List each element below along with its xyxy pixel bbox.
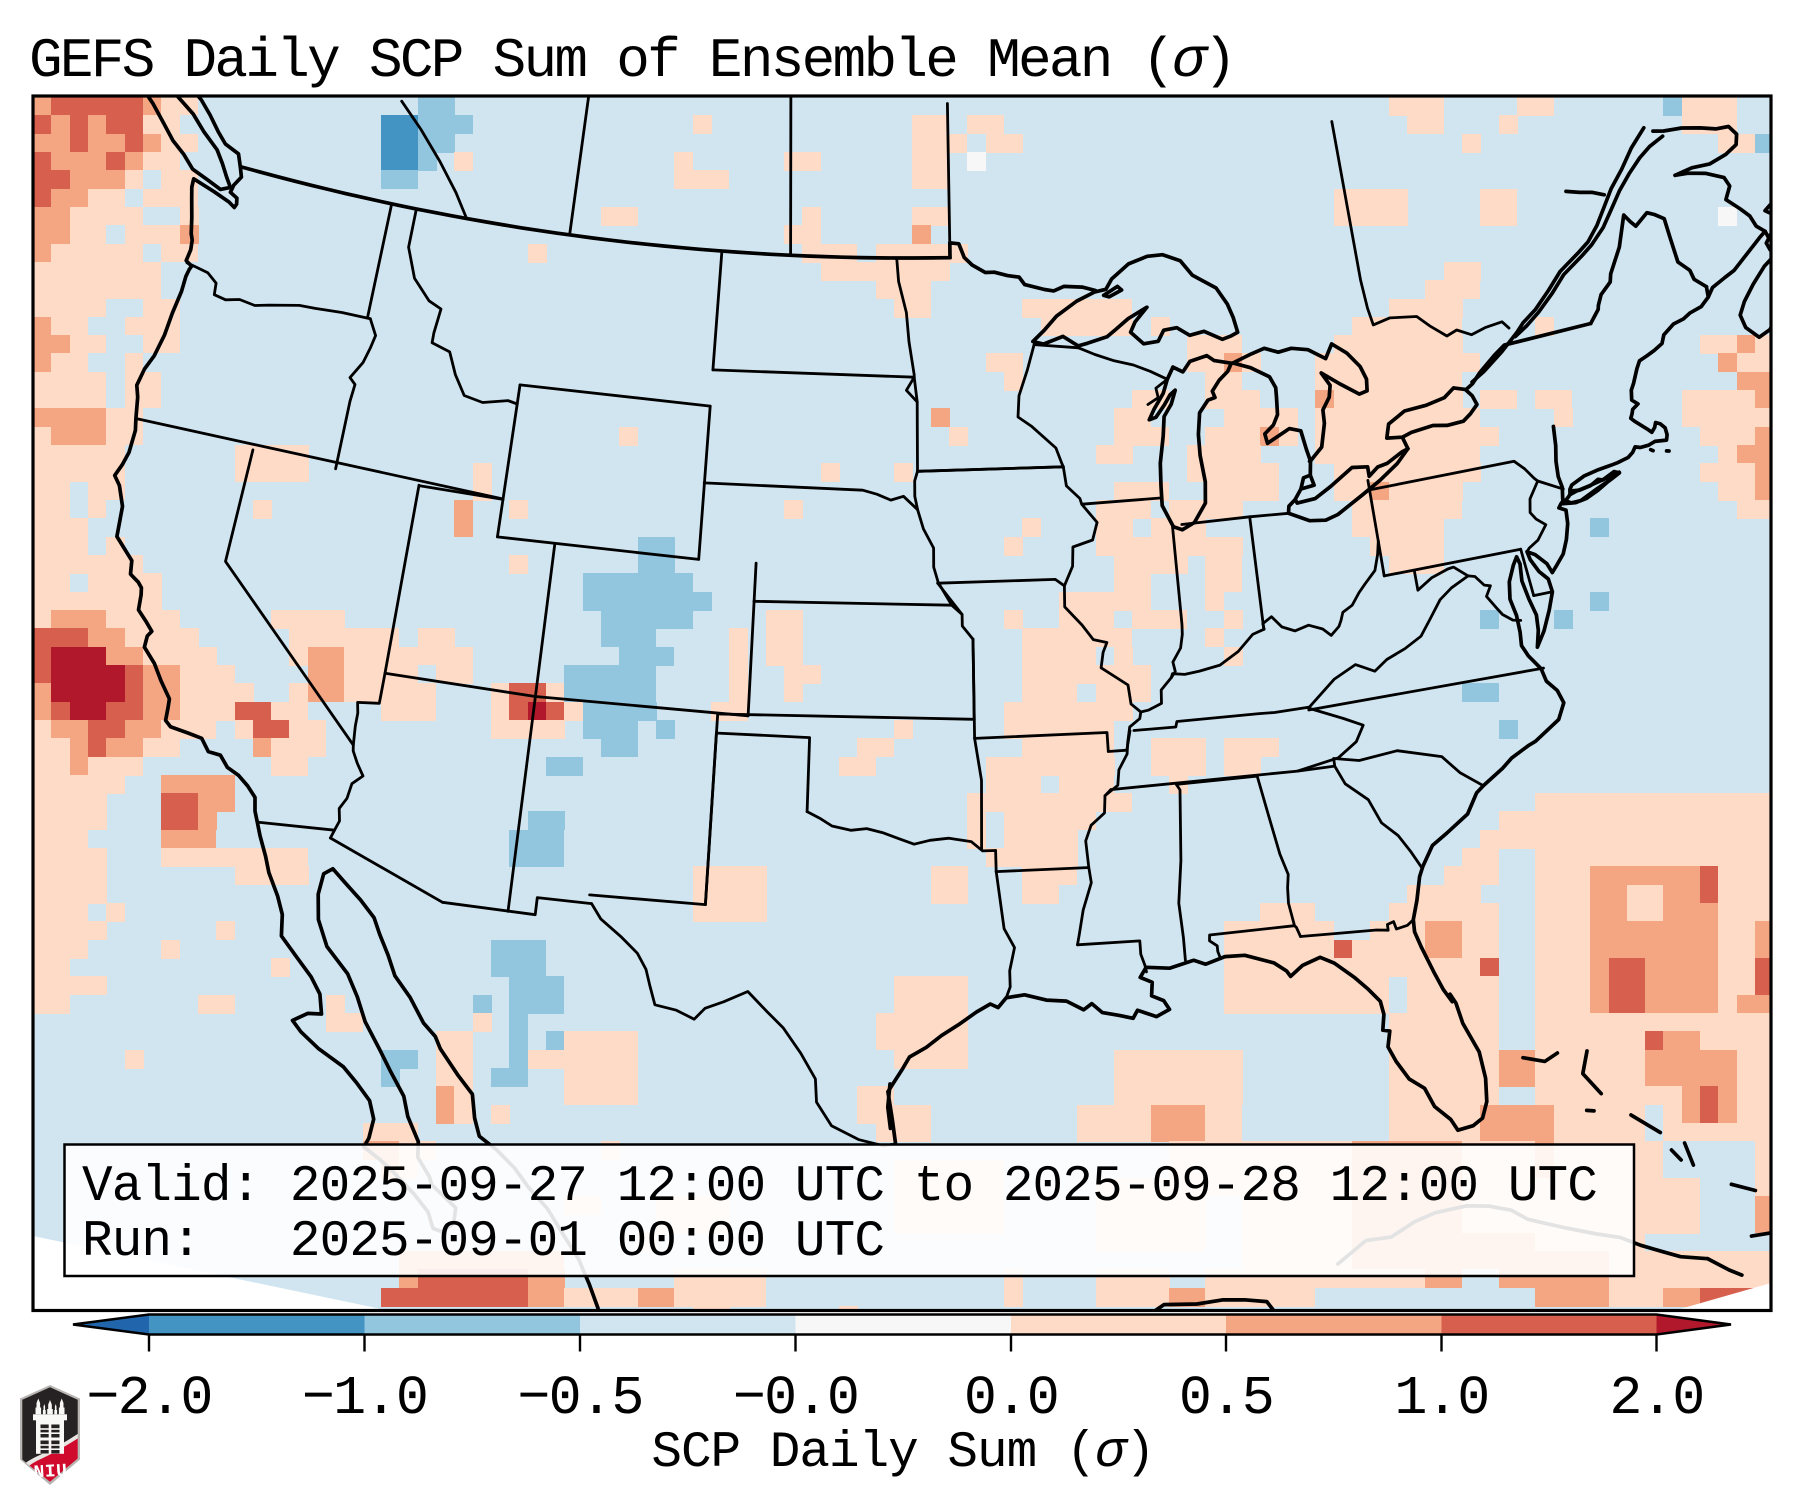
svg-text:0.0: 0.0 xyxy=(964,1367,1058,1430)
svg-text:−0.0: −0.0 xyxy=(733,1367,859,1430)
svg-text:SCP Daily Sum (σ): SCP Daily Sum (σ) xyxy=(651,1425,1154,1482)
svg-text:0.5: 0.5 xyxy=(1179,1367,1273,1430)
svg-text:Run: 2025-09-01 00:00 UTC: Run: 2025-09-01 00:00 UTC xyxy=(82,1214,884,1271)
svg-text:−2.0: −2.0 xyxy=(86,1367,212,1430)
svg-text:GEFS Daily SCP Sum of Ensemble: GEFS Daily SCP Sum of Ensemble Mean (σ) xyxy=(29,29,1234,93)
svg-text:2.0: 2.0 xyxy=(1609,1367,1703,1430)
svg-text:1.0: 1.0 xyxy=(1394,1367,1488,1430)
svg-text:Valid: 2025-09-27 12:00 UTC to: Valid: 2025-09-27 12:00 UTC to 2025-09-2… xyxy=(82,1159,1597,1216)
svg-text:NIU: NIU xyxy=(33,1462,68,1484)
svg-text:−0.5: −0.5 xyxy=(517,1367,643,1430)
svg-text:−1.0: −1.0 xyxy=(302,1367,428,1430)
